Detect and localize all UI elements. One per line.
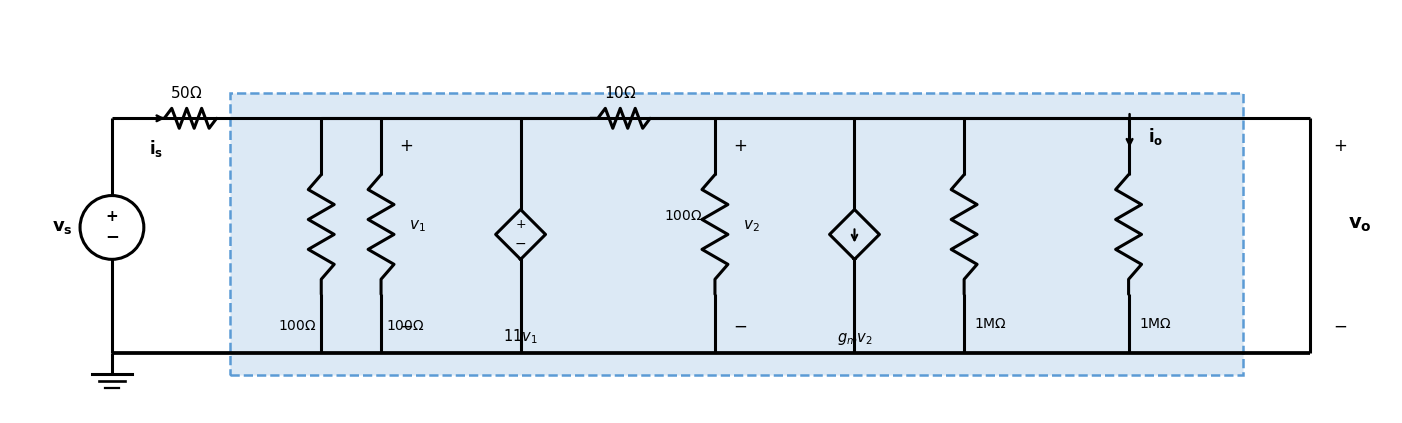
Text: 50$\Omega$: 50$\Omega$ <box>171 85 203 102</box>
Text: 100$\Omega$: 100$\Omega$ <box>665 209 702 223</box>
Text: 10$\Omega$: 10$\Omega$ <box>604 85 637 102</box>
Text: 100$\Omega$: 100$\Omega$ <box>278 319 317 332</box>
Text: 1M$\Omega$: 1M$\Omega$ <box>1138 316 1172 331</box>
Text: +: + <box>400 137 412 155</box>
Text: −: − <box>1333 318 1347 335</box>
Text: −: − <box>733 318 747 335</box>
Text: +: + <box>733 137 747 155</box>
Text: $\mathbf{v_s}$: $\mathbf{v_s}$ <box>52 218 73 236</box>
Text: −: − <box>515 236 526 250</box>
Text: 1M$\Omega$: 1M$\Omega$ <box>974 316 1007 331</box>
Text: $g_m v_2$: $g_m v_2$ <box>837 331 872 346</box>
Text: +: + <box>516 218 526 231</box>
Text: 100$\Omega$: 100$\Omega$ <box>386 319 425 332</box>
Text: $\mathbf{i_s}$: $\mathbf{i_s}$ <box>149 138 163 159</box>
Text: +: + <box>105 209 118 224</box>
Text: $11v_1$: $11v_1$ <box>503 328 538 346</box>
Text: $v_1$: $v_1$ <box>409 219 426 234</box>
Text: $\mathbf{v_o}$: $\mathbf{v_o}$ <box>1347 215 1371 234</box>
Text: $v_2$: $v_2$ <box>743 219 760 234</box>
FancyBboxPatch shape <box>230 93 1244 376</box>
Text: +: + <box>1333 137 1347 155</box>
Text: $\mathbf{i_o}$: $\mathbf{i_o}$ <box>1147 126 1162 147</box>
Text: −: − <box>105 228 119 245</box>
Text: −: − <box>400 318 412 335</box>
